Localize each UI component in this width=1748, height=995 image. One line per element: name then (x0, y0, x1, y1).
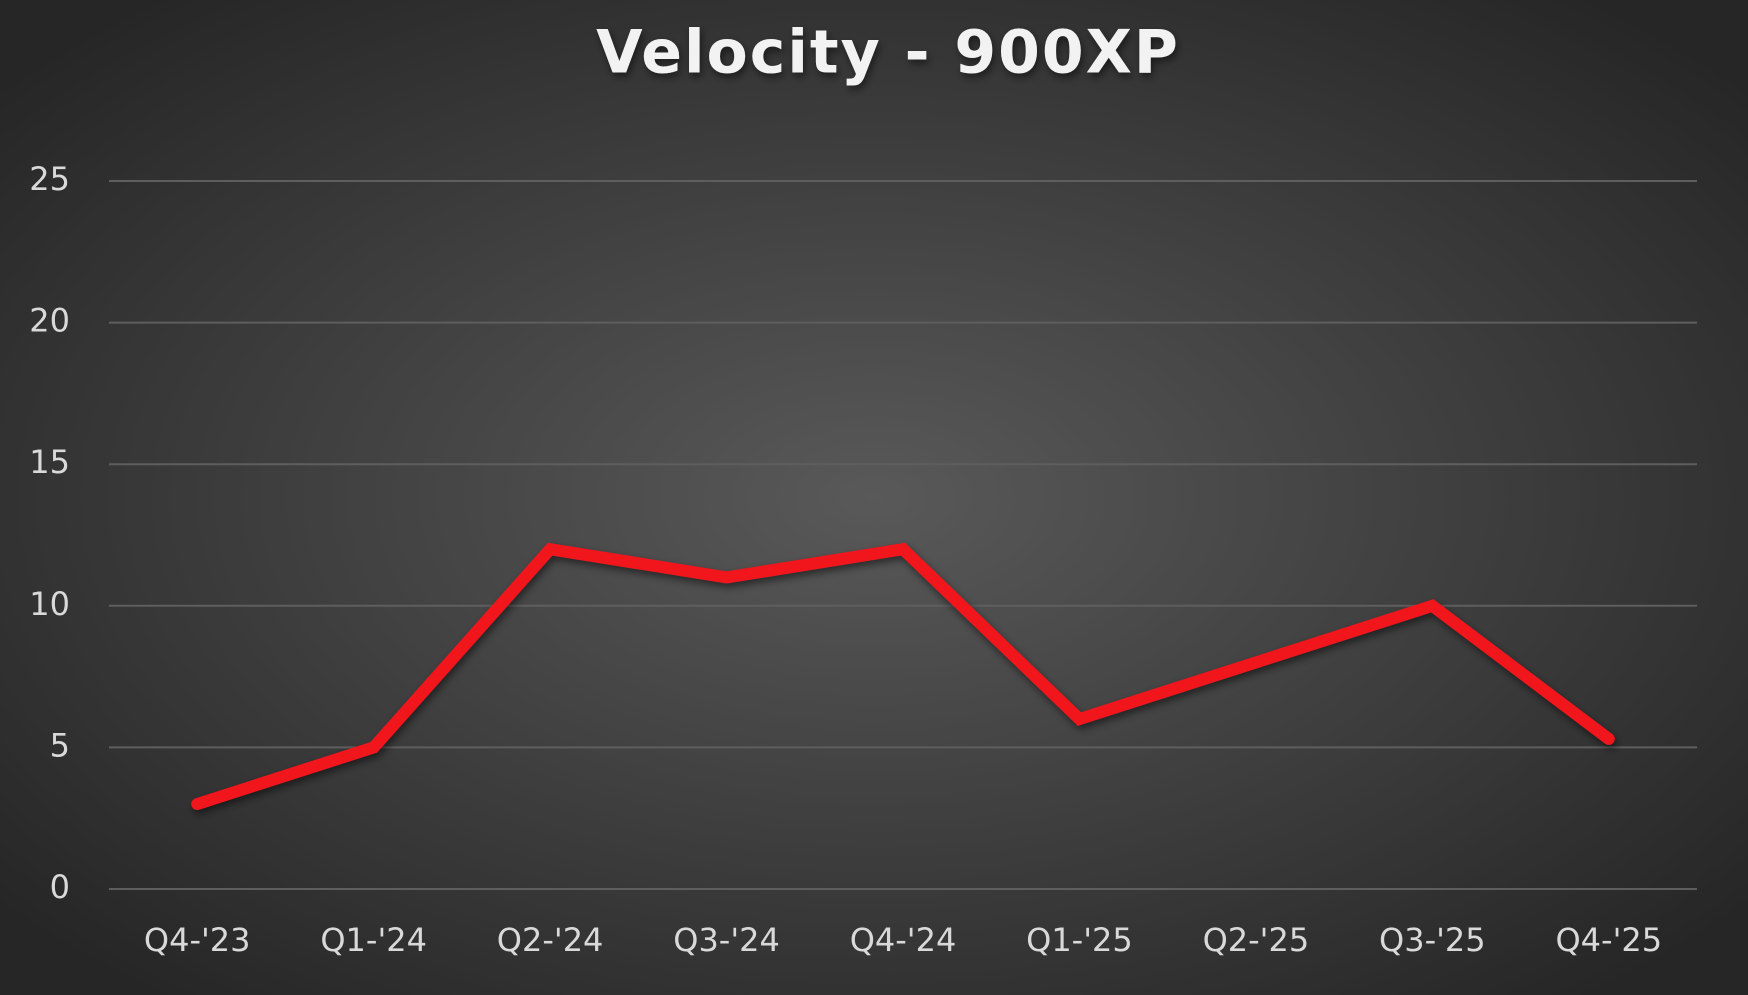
x-tick-label: Q1-'24 (320, 921, 427, 959)
y-tick-label: 25 (29, 160, 70, 198)
y-tick-label: 0 (50, 868, 70, 906)
x-tick-label: Q3-'24 (673, 921, 780, 959)
data-line (191, 542, 1615, 811)
x-tick-label: Q2-'25 (1203, 921, 1310, 959)
chart-title: Velocity - 900XP (596, 18, 1180, 88)
y-tick-label: 20 (29, 302, 70, 340)
x-tick-label: Q4-'24 (850, 921, 957, 959)
x-tick-label: Q3-'25 (1379, 921, 1486, 959)
y-tick-label: 10 (29, 585, 70, 623)
x-tick-label: Q1-'25 (1026, 921, 1133, 959)
x-tick-label: Q4-'25 (1555, 921, 1662, 959)
x-tick-label: Q2-'24 (497, 921, 604, 959)
y-tick-label: 5 (50, 726, 70, 764)
x-tick-label: Q4-'23 (144, 921, 251, 959)
y-tick-label: 15 (29, 443, 70, 481)
